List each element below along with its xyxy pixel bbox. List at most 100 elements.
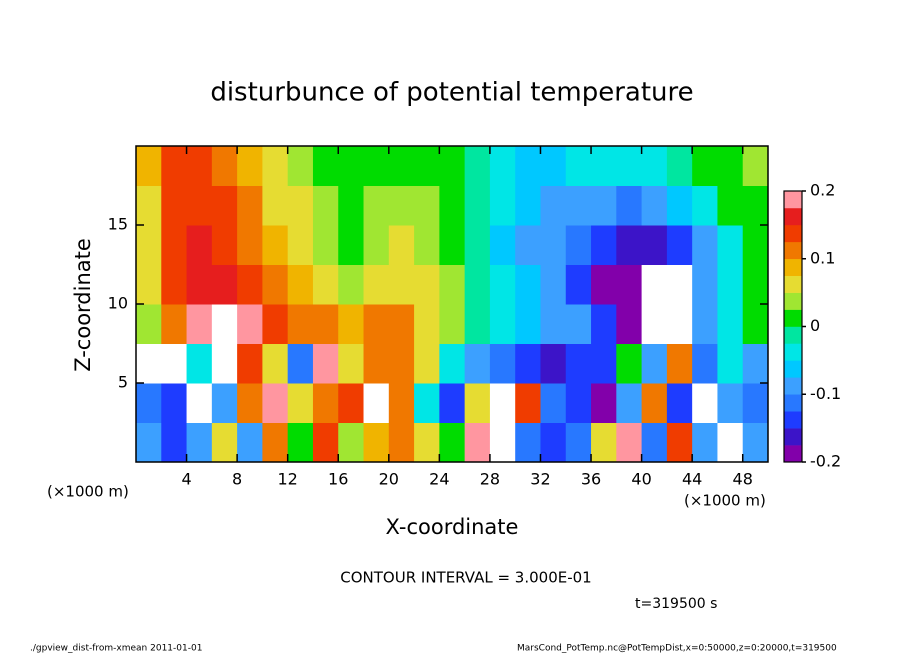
x-tick-label: 40	[631, 470, 651, 489]
heat-cell	[312, 304, 339, 344]
heat-cell	[742, 383, 769, 423]
y-tick-label: 15	[108, 215, 128, 234]
heat-cell	[363, 225, 390, 265]
y-axis-unit: (×1000 m)	[47, 483, 129, 501]
colorbar-label: 0	[810, 316, 820, 335]
x-tick-label: 36	[581, 470, 601, 489]
heat-cell	[388, 383, 415, 423]
heat-cell	[161, 383, 188, 423]
heat-cell	[388, 343, 415, 384]
heat-cell	[515, 225, 541, 265]
colorbar-label: -0.2	[810, 452, 841, 471]
heat-cell	[186, 185, 213, 226]
heat-cell	[565, 146, 592, 186]
heat-cell	[591, 383, 617, 423]
heat-cell	[388, 304, 415, 344]
heat-cell	[565, 225, 592, 265]
heat-cell	[692, 185, 718, 226]
colorbar-label: -0.1	[810, 384, 841, 403]
heat-cell	[414, 343, 440, 384]
heat-cell	[641, 383, 668, 423]
heat-cell	[464, 146, 491, 186]
heat-cell	[211, 185, 238, 226]
x-tick-label: 12	[278, 470, 298, 489]
heat-cell	[414, 264, 440, 305]
heat-cell	[666, 225, 693, 265]
heat-cell	[515, 343, 541, 384]
heat-cell	[414, 383, 440, 423]
heat-cell	[262, 383, 289, 423]
heat-cell	[338, 146, 365, 186]
heat-cell	[717, 264, 744, 305]
heat-cell	[666, 304, 693, 344]
heat-cell	[515, 422, 541, 463]
heat-cell	[641, 225, 668, 265]
heat-cell	[262, 304, 289, 344]
y-axis-title: Z-coordinate	[71, 238, 95, 372]
colorbar-swatch	[784, 241, 802, 260]
heat-cell	[211, 383, 238, 423]
heat-cell	[439, 422, 466, 463]
heat-cell	[136, 264, 162, 305]
heat-cell	[742, 146, 769, 186]
heat-cell	[312, 343, 339, 384]
heat-cell	[692, 146, 718, 186]
x-tick-label: 32	[530, 470, 550, 489]
x-tick-label: 16	[328, 470, 348, 489]
heat-cell	[616, 225, 643, 265]
heat-cell	[136, 383, 162, 423]
heat-cell	[515, 383, 541, 423]
heat-cell	[742, 343, 769, 384]
heat-cell	[591, 264, 617, 305]
heat-cell	[692, 304, 718, 344]
heat-cell	[515, 185, 541, 226]
x-tick-label: 4	[181, 470, 191, 489]
heat-cell	[742, 264, 769, 305]
heat-cell	[211, 343, 238, 384]
heat-cell	[489, 304, 516, 344]
x-tick-label: 20	[379, 470, 399, 489]
heat-cell	[363, 343, 390, 384]
heat-cell	[312, 225, 339, 265]
heat-cell	[136, 304, 162, 344]
heat-cell	[211, 146, 238, 186]
heat-cell	[312, 146, 339, 186]
heat-cell	[464, 264, 491, 305]
heat-cell	[540, 264, 567, 305]
heat-cell	[287, 422, 314, 463]
heat-cell	[616, 264, 643, 305]
heat-cell	[565, 422, 592, 463]
colorbar-swatch	[784, 309, 802, 327]
heat-cell	[666, 146, 693, 186]
heat-cell	[161, 422, 188, 463]
heat-cell	[136, 343, 162, 384]
heat-cell	[161, 343, 188, 384]
heat-cell	[565, 383, 592, 423]
heat-cell	[439, 383, 466, 423]
heat-cell	[312, 383, 339, 423]
heat-cell	[591, 304, 617, 344]
heat-cell	[237, 225, 263, 265]
y-tick-label: 5	[118, 373, 128, 392]
heat-cell	[464, 422, 491, 463]
heat-cell	[211, 225, 238, 265]
heat-cell	[237, 264, 263, 305]
heat-cell	[717, 343, 744, 384]
heat-cell	[489, 225, 516, 265]
heat-cell	[363, 185, 390, 226]
heat-cell	[161, 225, 188, 265]
heat-cell	[565, 343, 592, 384]
heat-cell	[591, 422, 617, 463]
heat-cell	[439, 185, 466, 226]
heat-cell	[742, 304, 769, 344]
heat-cell	[565, 185, 592, 226]
heat-cell	[540, 422, 567, 463]
heat-cell	[388, 225, 415, 265]
heat-cell	[666, 422, 693, 463]
heat-cell	[186, 422, 213, 463]
heat-cell	[136, 422, 162, 463]
heat-cell	[515, 304, 541, 344]
heat-cell	[489, 383, 516, 423]
colorbar-swatch	[784, 292, 802, 310]
colorbar-swatch	[784, 428, 802, 446]
